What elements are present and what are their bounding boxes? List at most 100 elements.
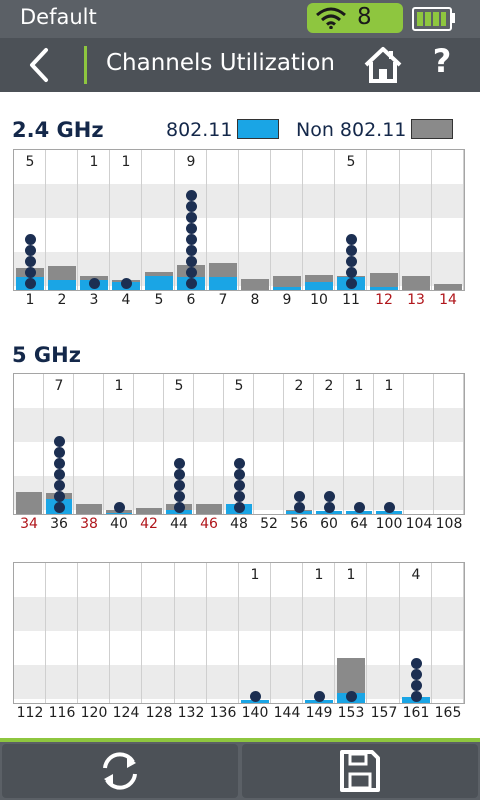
back-button[interactable] xyxy=(18,44,62,86)
channel-column[interactable] xyxy=(104,374,134,514)
ap-dot xyxy=(53,447,65,458)
ap-dot xyxy=(53,458,65,469)
channel-column[interactable] xyxy=(175,150,207,290)
channel-column[interactable] xyxy=(344,374,374,514)
channel-column[interactable] xyxy=(46,150,78,290)
channel-column[interactable] xyxy=(335,150,367,290)
channel-column[interactable] xyxy=(207,563,239,703)
channel-column[interactable] xyxy=(368,150,400,290)
ap-dot xyxy=(53,480,65,491)
channel-column[interactable] xyxy=(207,150,239,290)
channel-column[interactable] xyxy=(164,374,194,514)
channel-label: 128 xyxy=(145,705,173,721)
channel-label: 14 xyxy=(439,292,457,308)
channel-column[interactable] xyxy=(78,563,110,703)
ap-dot xyxy=(345,691,357,702)
ap-dot xyxy=(88,278,100,289)
ap-count: 9 xyxy=(186,154,196,170)
wifi-count: 8 xyxy=(357,4,372,30)
channel-label: 3 xyxy=(89,292,99,308)
channel-column[interactable] xyxy=(14,150,46,290)
help-button[interactable]: ? xyxy=(426,42,458,86)
channel-column[interactable] xyxy=(46,563,78,703)
channel-column[interactable] xyxy=(303,150,335,290)
ap-dot xyxy=(24,267,36,278)
channel-column[interactable] xyxy=(271,563,303,703)
ap-dot xyxy=(293,491,305,502)
ap-dot xyxy=(24,278,36,289)
channel-column[interactable] xyxy=(314,374,344,514)
ap-count: 5 xyxy=(346,154,356,170)
channel-column[interactable] xyxy=(400,563,432,703)
channel-column[interactable] xyxy=(254,374,284,514)
channel-column[interactable] xyxy=(224,374,254,514)
ap-count: 1 xyxy=(114,378,124,394)
ap-dot xyxy=(53,491,65,502)
channel-column[interactable] xyxy=(14,374,44,514)
refresh-button[interactable] xyxy=(2,744,238,798)
non-wifi-bar xyxy=(273,276,301,290)
channel-column[interactable] xyxy=(404,374,434,514)
channel-column[interactable] xyxy=(374,374,404,514)
ap-dot xyxy=(173,458,185,469)
channel-column[interactable] xyxy=(271,150,303,290)
page-title: Channels Utilization xyxy=(106,50,335,76)
wifi-bar xyxy=(106,513,132,514)
channel-column[interactable] xyxy=(78,150,110,290)
ap-dot xyxy=(233,480,245,491)
save-button[interactable] xyxy=(242,744,478,798)
ap-count: 1 xyxy=(121,154,131,170)
channel-label: 11 xyxy=(342,292,360,308)
wifi-status-badge[interactable]: 8 xyxy=(307,3,403,33)
channel-column[interactable] xyxy=(284,374,314,514)
channel-column[interactable] xyxy=(434,374,464,514)
ap-dot xyxy=(53,502,65,513)
ap-dot xyxy=(345,278,357,289)
ap-count: 5 xyxy=(234,378,244,394)
ap-dot xyxy=(185,267,197,278)
channel-column[interactable] xyxy=(335,563,367,703)
channel-label: 100 xyxy=(375,516,403,532)
channel-column[interactable] xyxy=(143,150,175,290)
channel-column[interactable] xyxy=(175,563,207,703)
channel-column[interactable] xyxy=(432,563,464,703)
help-icon: ? xyxy=(432,42,452,80)
ap-dot xyxy=(53,469,65,480)
channel-column[interactable] xyxy=(134,374,164,514)
channel-column[interactable] xyxy=(110,563,142,703)
channel-label: 157 xyxy=(370,705,398,721)
ap-dot xyxy=(313,691,325,702)
channel-column[interactable] xyxy=(239,150,271,290)
ap-count: 4 xyxy=(411,567,421,583)
channel-label: 6 xyxy=(186,292,196,308)
grid-band xyxy=(14,665,464,699)
channel-column[interactable] xyxy=(74,374,104,514)
status-bar: Default 8 xyxy=(0,0,480,38)
channel-column[interactable] xyxy=(432,150,464,290)
channel-column[interactable] xyxy=(400,150,432,290)
ap-dot xyxy=(410,680,422,691)
channel-label: 34 xyxy=(20,516,38,532)
legend-non-wifi-label: Non 802.11 xyxy=(296,119,407,141)
ap-dot xyxy=(345,245,357,256)
battery-tip xyxy=(451,13,455,23)
chart-5ghz-row2: 112 116 120 124 128 132 136 1 140 144 1 149 1 153 157 4… xyxy=(13,562,465,721)
legend-wifi-swatch xyxy=(237,119,279,139)
title-divider xyxy=(84,46,87,84)
channel-column[interactable] xyxy=(239,563,271,703)
ap-count: 1 xyxy=(250,567,260,583)
channel-label: 149 xyxy=(305,705,333,721)
channel-column[interactable] xyxy=(143,563,175,703)
chevron-left-icon xyxy=(30,48,48,82)
channel-column[interactable] xyxy=(44,374,74,514)
channel-column[interactable] xyxy=(14,563,46,703)
channel-column[interactable] xyxy=(110,150,142,290)
channel-column[interactable] xyxy=(194,374,224,514)
channel-column[interactable] xyxy=(368,563,400,703)
home-button[interactable] xyxy=(362,44,404,86)
ap-dot xyxy=(185,201,197,212)
channel-column[interactable] xyxy=(303,563,335,703)
ap-dot xyxy=(345,267,357,278)
channel-label: 1 xyxy=(25,292,35,308)
non-wifi-bar xyxy=(402,276,430,290)
